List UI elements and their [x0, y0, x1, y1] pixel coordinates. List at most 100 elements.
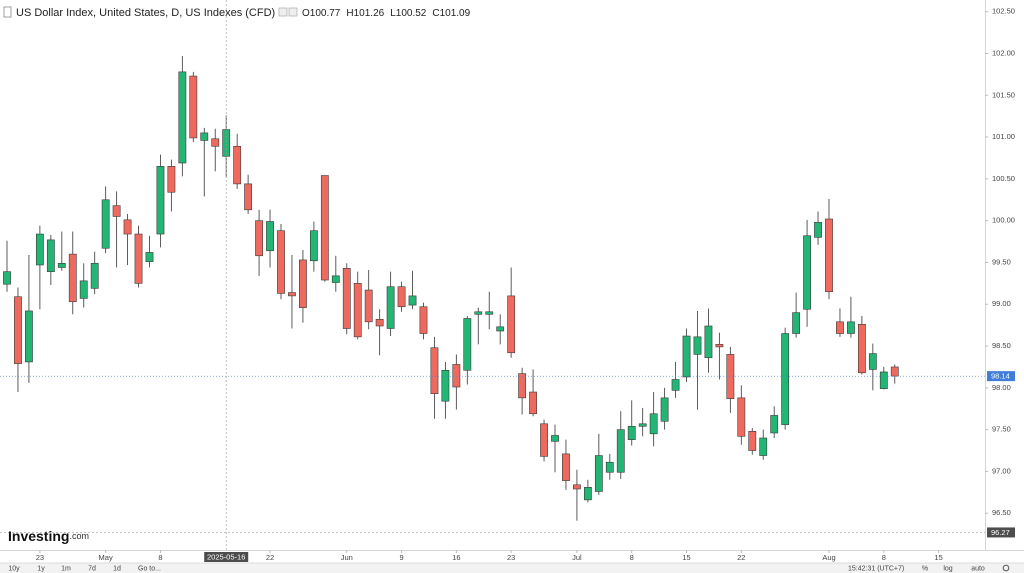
last-price-box — [987, 371, 1015, 382]
x-tick-label: 9 — [399, 553, 403, 562]
x-tick-label: Jul — [572, 553, 582, 562]
ohlc-key: H — [346, 8, 353, 19]
scale-option[interactable]: auto — [971, 565, 985, 572]
candle-body — [496, 326, 505, 332]
candle-body — [660, 397, 669, 422]
candle-body — [386, 286, 395, 329]
y-tick-label: 100.50 — [992, 174, 1015, 183]
last-price-label: 98.14 — [991, 372, 1010, 381]
candle-body — [189, 75, 198, 139]
logo-brand: Investing.com — [8, 528, 89, 544]
candle-body — [605, 461, 614, 473]
scale-option[interactable]: log — [943, 565, 952, 572]
candle-body — [14, 296, 22, 364]
x-tick-label: 23 — [507, 553, 515, 562]
candle-body — [353, 283, 362, 338]
candle-body — [463, 318, 472, 371]
y-tick-label: 97.50 — [992, 425, 1011, 434]
y-tick-label: 96.50 — [992, 508, 1011, 517]
candle-body — [485, 311, 494, 315]
settings-icon[interactable] — [278, 7, 288, 17]
range-button[interactable]: 10y — [8, 565, 20, 572]
ohlc-value: 101.26 — [354, 8, 385, 19]
ohlc-value: 101.09 — [440, 8, 471, 19]
x-tick-label: Jun — [341, 553, 353, 562]
candle-body — [759, 437, 768, 456]
candle-body — [573, 484, 581, 490]
candle-body — [529, 391, 537, 415]
candle-body — [101, 199, 110, 249]
candle-body — [46, 239, 55, 272]
settings-gear[interactable] — [1002, 564, 1010, 572]
candle-body — [649, 413, 658, 435]
crosshair-y-label: 96.27 — [991, 528, 1010, 537]
ohlc-value: 100.77 — [310, 8, 341, 19]
candle-body — [244, 183, 253, 211]
candle-body — [266, 221, 274, 252]
candle-body — [277, 230, 285, 294]
candle-body — [693, 336, 702, 355]
x-tick-label: 8 — [630, 553, 634, 562]
candle-body — [803, 235, 811, 310]
y-tick-label: 98.00 — [992, 383, 1011, 392]
range-button[interactable]: 7d — [88, 565, 96, 572]
y-tick-label: 102.50 — [992, 7, 1015, 16]
candle-body — [540, 423, 548, 457]
logo-suffix: .com — [69, 531, 89, 541]
y-tick-label: 101.50 — [992, 90, 1015, 99]
y-tick-label: 97.00 — [992, 466, 1011, 475]
scale-option[interactable]: % — [922, 565, 928, 572]
goto-button[interactable]: Go to... — [138, 565, 161, 572]
candle-body — [320, 175, 329, 281]
header-icons — [278, 7, 298, 17]
candle-body — [638, 423, 647, 427]
ohlc-value: 100.52 — [396, 8, 427, 19]
candle-body — [408, 295, 417, 306]
candle-body — [364, 289, 373, 323]
overlay-layer: 2025-05-16 96.27 98.14 — [0, 0, 1015, 562]
x-tick-label: 15 — [682, 553, 690, 562]
candle-body — [342, 268, 351, 329]
candle-body — [68, 253, 77, 303]
x-tick-label: 22 — [737, 553, 745, 562]
candle-body — [233, 145, 242, 185]
candle-body — [583, 487, 592, 501]
y-tick-label: 99.50 — [992, 257, 1011, 266]
candle-body — [288, 292, 296, 297]
ohlc-key: L — [390, 8, 396, 19]
crosshair-y-box — [987, 527, 1015, 538]
x-tick-label: Aug — [822, 553, 835, 562]
crosshair-x-label: 2025-05-16 — [207, 552, 245, 561]
candle-body — [3, 271, 11, 285]
candle-body — [737, 397, 746, 437]
candle-body — [112, 205, 121, 217]
x-tick-label: 8 — [882, 553, 886, 562]
candle-body — [770, 415, 779, 434]
range-button[interactable]: 1m — [61, 565, 71, 572]
candle-body — [836, 321, 844, 334]
candle-body — [726, 354, 735, 400]
candle-body — [682, 335, 691, 378]
grid-layer: 96.50 97.00 97.50 98.00 98.50 99.00 99.50 100.0… — [36, 7, 1015, 562]
candle-body — [35, 233, 44, 266]
candle-body — [419, 306, 428, 334]
candle-body — [156, 166, 165, 235]
x-tick-label: 8 — [158, 553, 162, 562]
candle-body — [594, 455, 603, 492]
y-tick-label: 98.50 — [992, 341, 1011, 350]
x-tick-label: 15 — [934, 553, 942, 562]
x-tick-label: 23 — [36, 553, 44, 562]
candle-body — [748, 431, 757, 451]
candle-body — [890, 366, 899, 377]
close-icon[interactable] — [288, 7, 298, 17]
candle-body — [704, 325, 713, 359]
candle-body — [90, 262, 99, 289]
y-tick-label: 100.00 — [992, 216, 1015, 225]
candle-body — [25, 310, 33, 363]
y-tick-label: 99.00 — [992, 299, 1011, 308]
range-button[interactable]: 1d — [113, 565, 121, 572]
range-button[interactable]: 1y — [37, 565, 45, 572]
candle-body — [299, 259, 307, 308]
